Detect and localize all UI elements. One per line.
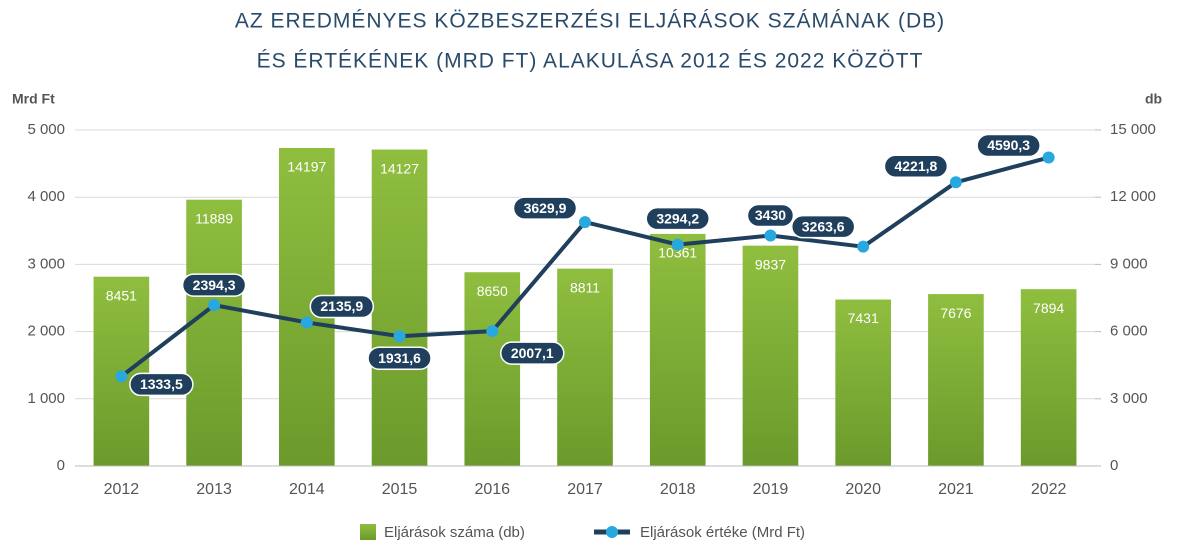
x-tick-label: 2017	[567, 481, 603, 498]
y2-tick-label: 0	[1110, 457, 1118, 474]
line-label: 3430	[755, 207, 786, 223]
bar-label: 7676	[940, 305, 971, 321]
y-tick-label: 5 000	[27, 121, 65, 138]
line-label-box	[883, 154, 949, 179]
y-tick-label: 1 000	[27, 390, 65, 407]
y2-axis-label: db	[1145, 91, 1162, 107]
line-marker	[764, 229, 777, 242]
line-marker	[949, 176, 962, 189]
line-marker	[486, 325, 499, 338]
chart-title: ÉS ÉRTÉKÉNEK (MRD FT) ALAKULÁSA 2012 ÉS …	[257, 50, 924, 73]
x-tick-label: 2022	[1031, 481, 1067, 498]
legend-swatch	[360, 524, 376, 540]
y-tick-label: 3 000	[27, 255, 65, 272]
bar	[464, 272, 521, 466]
line-marker	[208, 299, 221, 312]
bar-label: 10361	[658, 245, 697, 261]
legend-label: Eljárások értéke (Mrd Ft)	[640, 524, 805, 541]
bar	[742, 245, 799, 466]
y2-tick-label: 12 000	[1110, 188, 1156, 205]
line-label-box	[500, 341, 565, 365]
line-label-box	[181, 273, 247, 297]
y-tick-label: 2 000	[27, 323, 65, 340]
legend-label: Eljárások száma (db)	[384, 524, 525, 541]
line-marker	[115, 370, 128, 383]
line-label: 1333,5	[140, 376, 183, 392]
bar-label: 14197	[287, 159, 326, 175]
bar-label: 8650	[477, 283, 508, 299]
line-label: 3629,9	[524, 200, 567, 216]
y2-tick-label: 3 000	[1110, 390, 1148, 407]
line-label-box	[129, 372, 194, 397]
line-marker	[579, 216, 591, 229]
bar-label: 7431	[848, 310, 879, 326]
line-label-box	[645, 206, 710, 231]
x-tick-label: 2020	[845, 481, 881, 498]
line-label: 2394,3	[193, 277, 236, 293]
chart-title: AZ EREDMÉNYES KÖZBESZERZÉSI ELJÁRÁSOK SZ…	[235, 10, 945, 33]
line-label-box	[976, 133, 1041, 158]
bar	[1020, 289, 1077, 466]
y2-tick-label: 6 000	[1110, 323, 1148, 340]
bar-label: 9837	[755, 256, 786, 272]
bar-label: 11889	[195, 210, 233, 226]
line-label: 2007,1	[511, 345, 554, 361]
bar-label: 8811	[570, 279, 600, 295]
line-marker	[671, 238, 684, 251]
line-label-box	[309, 294, 375, 319]
x-tick-label: 2014	[289, 481, 325, 498]
bar	[186, 199, 242, 466]
line-marker	[1042, 151, 1055, 164]
bar	[649, 233, 706, 466]
x-tick-label: 2015	[382, 481, 418, 498]
legend-marker	[606, 526, 618, 538]
bar-label: 7894	[1033, 300, 1064, 316]
line-marker	[857, 240, 870, 253]
line-marker	[300, 316, 313, 329]
line-label-box	[746, 203, 795, 228]
x-tick-label: 2019	[753, 481, 789, 498]
line-label: 2135,9	[320, 298, 363, 314]
y-tick-label: 4 000	[27, 188, 65, 205]
line-label: 3294,2	[656, 210, 699, 226]
bar-label: 8451	[106, 287, 137, 303]
bar	[557, 268, 613, 466]
x-tick-label: 2018	[660, 481, 696, 498]
line-label-box	[512, 196, 578, 220]
x-tick-label: 2013	[196, 481, 232, 498]
y2-tick-label: 9 000	[1110, 255, 1148, 272]
line-label: 4590,3	[987, 137, 1030, 153]
y-tick-label: 0	[57, 457, 65, 474]
bar-label: 14127	[380, 160, 419, 176]
line-label: 4221,8	[894, 158, 937, 174]
line-marker	[393, 330, 406, 343]
bar	[835, 299, 891, 466]
x-tick-label: 2012	[104, 481, 140, 498]
y2-tick-label: 15 000	[1110, 121, 1156, 138]
line-label: 3263,6	[802, 218, 845, 234]
y-axis-label: Mrd Ft	[12, 91, 55, 107]
x-tick-label: 2021	[938, 481, 974, 498]
line-label-box	[790, 214, 856, 239]
bar	[371, 149, 428, 466]
x-tick-label: 2016	[474, 481, 510, 498]
bar	[928, 294, 984, 466]
line-label: 1931,6	[378, 350, 421, 366]
line-label-box	[367, 346, 432, 370]
